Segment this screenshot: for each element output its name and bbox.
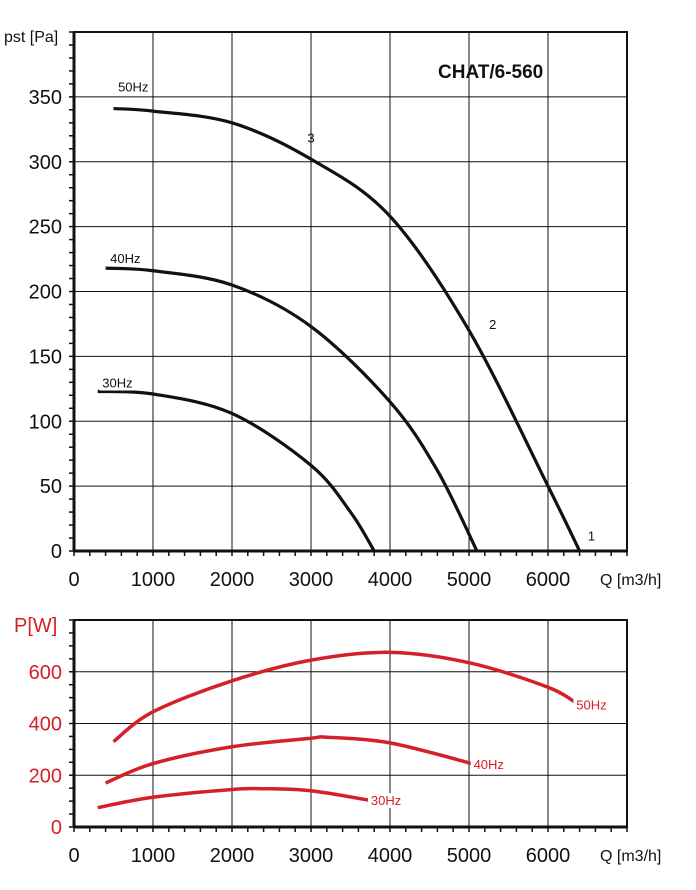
y-tick-label: 50: [40, 476, 62, 498]
x-tick-label: 3000: [289, 845, 334, 867]
x-tick-label: 2000: [210, 845, 255, 867]
series-label-bg: [115, 79, 152, 95]
y-tick-label: 400: [29, 714, 62, 736]
y-tick-label: 600: [29, 662, 62, 684]
x-tick-label: 5000: [447, 845, 492, 867]
x-tick-label: 4000: [368, 845, 413, 867]
series-30Hz-curve: [97, 389, 376, 552]
y-tick-label: 350: [29, 87, 62, 109]
y-tick-label: 150: [29, 346, 62, 368]
y-tick-label: 0: [51, 541, 62, 563]
x-tick-label: 2000: [210, 569, 255, 591]
series-label: 40Hz: [110, 251, 140, 266]
curve-annotation: 1: [588, 529, 595, 544]
y-tick-label: 100: [29, 411, 62, 433]
chart-title: CHAT/6-560: [438, 62, 543, 83]
series-30Hz-curve: [97, 786, 375, 810]
curve-annotation: 3: [307, 130, 314, 145]
series-label-bg: [99, 375, 136, 391]
x-axis-label: Q [m3/h]: [600, 572, 661, 589]
x-tick-label: 0: [68, 845, 79, 867]
series-label-bg: [368, 793, 405, 809]
series-50Hz-curve: [113, 106, 582, 552]
x-tick-label: 4000: [368, 569, 413, 591]
series-label: 30Hz: [102, 376, 132, 391]
x-tick-label: 6000: [526, 569, 571, 591]
series-label: 50Hz: [576, 697, 606, 712]
y-axis-label: P[W]: [14, 615, 57, 637]
series-label: 50Hz: [118, 80, 148, 95]
series-label-bg: [573, 697, 610, 713]
y-tick-label: 0: [51, 817, 62, 839]
y-tick-label: 200: [29, 765, 62, 787]
series-label-bg: [470, 756, 507, 772]
series-label: 30Hz: [371, 793, 401, 808]
curve-annotation: 2: [489, 317, 496, 332]
y-tick-label: 250: [29, 217, 62, 239]
y-axis-label: pst [Pa]: [4, 29, 58, 46]
x-tick-label: 1000: [131, 845, 176, 867]
series-label: 40Hz: [474, 757, 504, 772]
x-tick-label: 6000: [526, 845, 571, 867]
y-tick-label: 300: [29, 152, 62, 174]
x-tick-label: 1000: [131, 569, 176, 591]
x-tick-label: 0: [68, 569, 79, 591]
x-axis-label: Q [m3/h]: [600, 848, 661, 865]
y-tick-label: 200: [29, 282, 62, 304]
series-40Hz-curve: [105, 266, 479, 552]
series-50Hz-curve: [112, 650, 581, 744]
x-tick-label: 5000: [447, 569, 492, 591]
series-40Hz-curve: [104, 735, 478, 785]
x-tick-label: 3000: [289, 569, 334, 591]
series-label-bg: [107, 250, 144, 266]
